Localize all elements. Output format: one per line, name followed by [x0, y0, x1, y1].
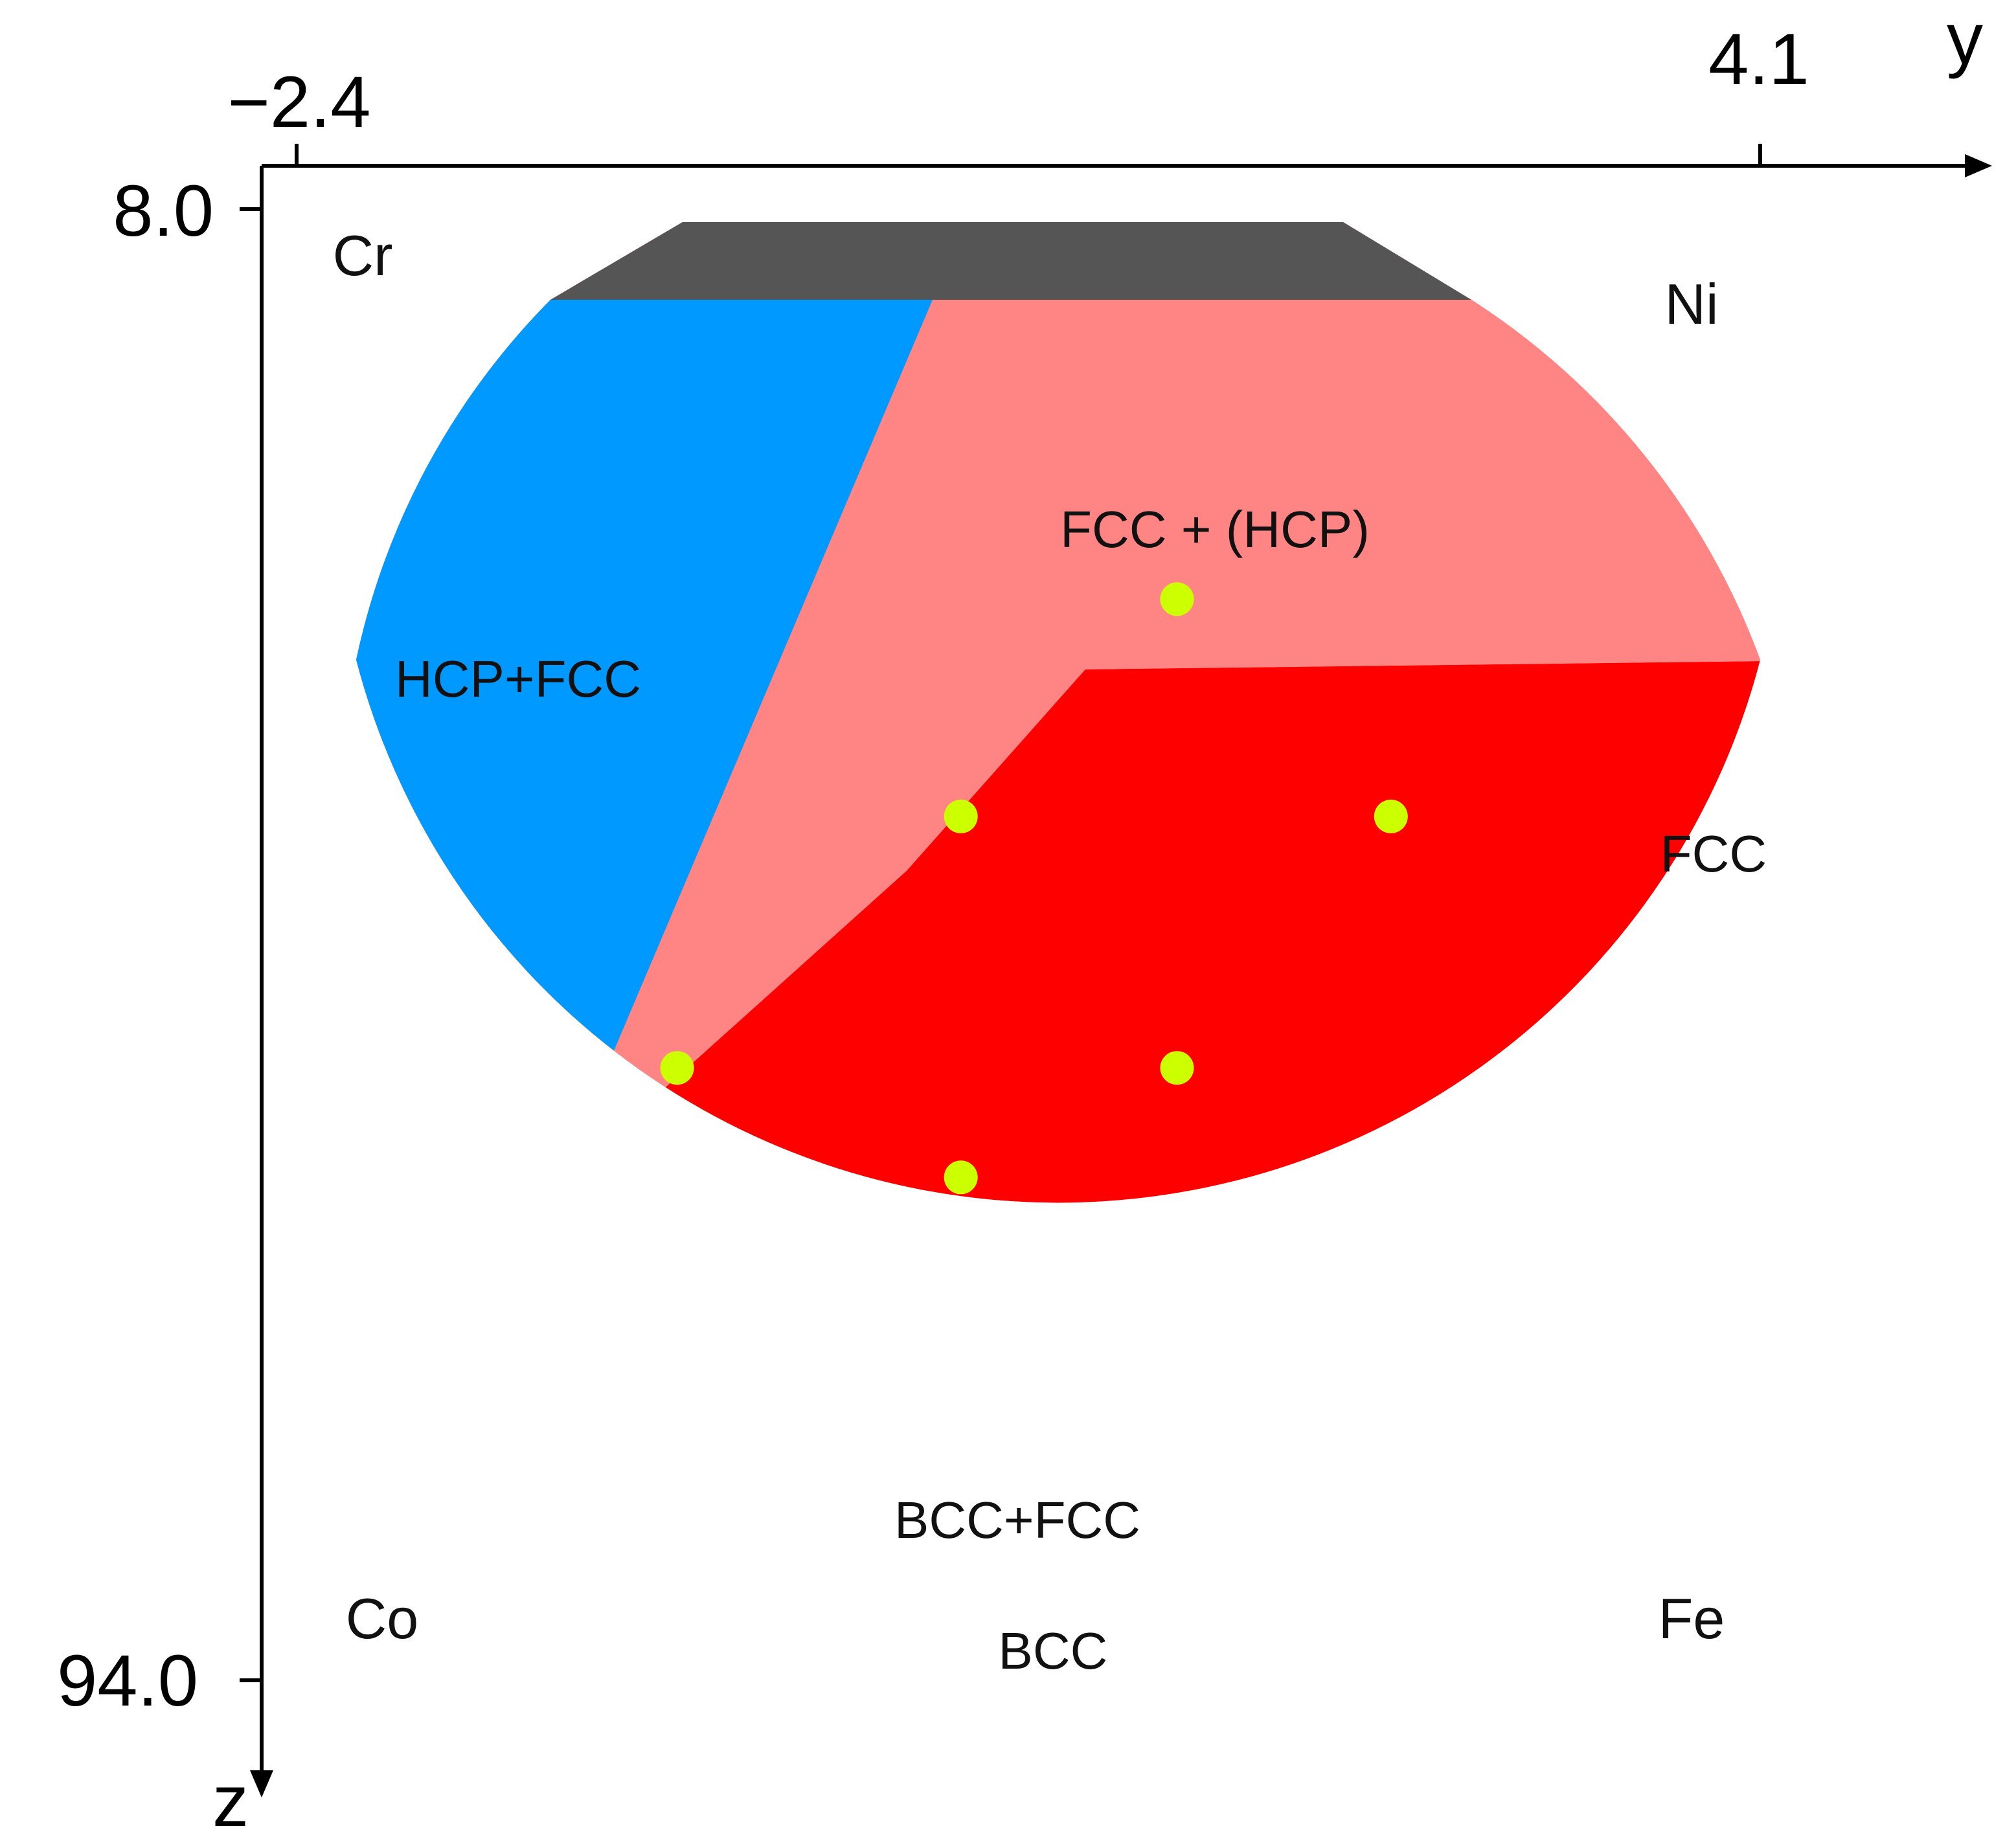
y-axis-label: y — [1947, 0, 1983, 79]
y-tick-label-max: 4.1 — [1708, 19, 1809, 100]
z-tick-label-max: 94.0 — [57, 1640, 198, 1721]
element-label-fe: Fe — [1659, 1586, 1725, 1651]
label-hcp-fcc: HCP+FCC — [395, 650, 641, 708]
element-label-cr: Cr — [333, 223, 393, 287]
sample-point-1 — [1160, 582, 1194, 616]
z-axis-arrowhead — [250, 1770, 273, 1798]
axis-text: −2.4 4.1 y 8.0 94.0 z — [57, 0, 1983, 1837]
sample-point-4 — [660, 1051, 694, 1085]
label-fcc-hcp: FCC + (HCP) — [1060, 501, 1370, 558]
label-bcc: BCC — [999, 1622, 1108, 1680]
wafer-map — [356, 222, 1760, 1813]
element-label-ni: Ni — [1664, 272, 1718, 336]
sample-point-5 — [1160, 1051, 1194, 1085]
sample-point-3 — [1374, 799, 1408, 833]
z-axis-label: z — [212, 1761, 249, 1837]
region-labels: HCP+FCC FCC + (HCP) FCC BCC+FCC BCC — [395, 501, 1767, 1680]
sample-point-2 — [944, 799, 978, 833]
y-tick-label-min: −2.4 — [227, 62, 370, 142]
y-axis-arrowhead — [1965, 154, 1992, 177]
region-fcc — [356, 660, 1760, 1203]
label-bcc-fcc: BCC+FCC — [894, 1491, 1140, 1549]
element-label-co: Co — [346, 1586, 419, 1651]
z-tick-label-min: 8.0 — [113, 170, 214, 251]
label-fcc: FCC — [1660, 825, 1767, 883]
element-labels: Cr Ni Co Fe — [333, 223, 1725, 1651]
axes — [240, 144, 1992, 1798]
region-unmeasured-top — [356, 222, 1760, 300]
region-unmeasured-bottom — [583, 1638, 1295, 1813]
sample-points — [660, 582, 1408, 1195]
region-bcc-fcc — [453, 1443, 1515, 1748]
sample-point-6 — [944, 1160, 978, 1195]
